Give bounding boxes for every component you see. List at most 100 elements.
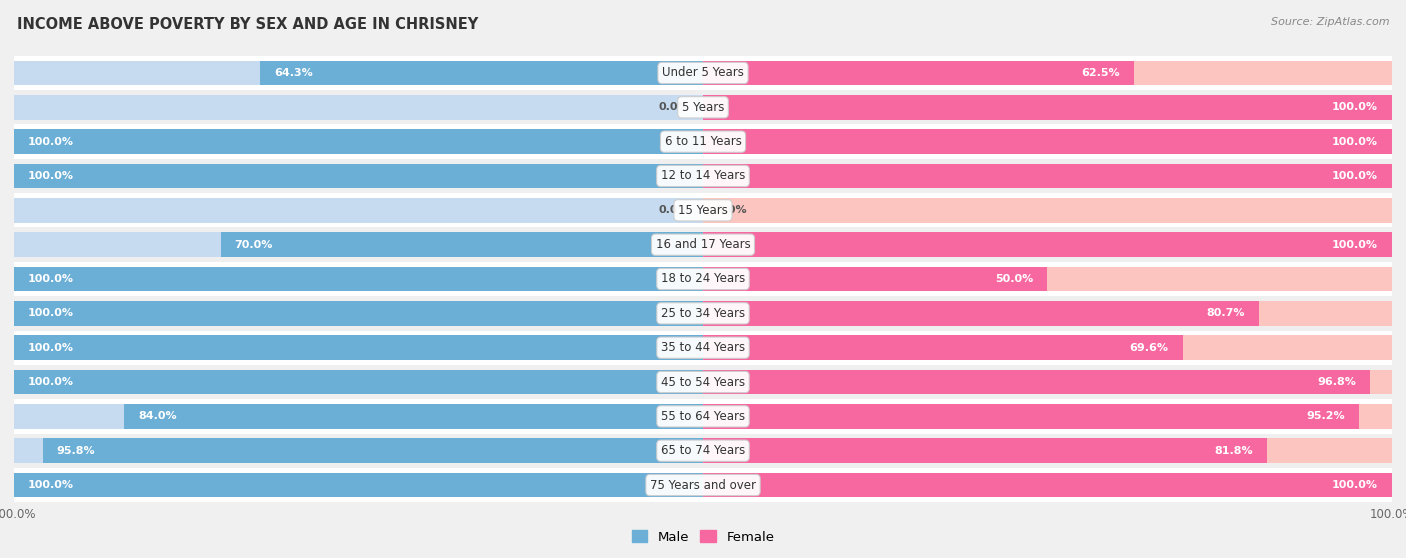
Text: 75 Years and over: 75 Years and over bbox=[650, 479, 756, 492]
Text: 100.0%: 100.0% bbox=[28, 309, 75, 318]
Legend: Male, Female: Male, Female bbox=[626, 525, 780, 549]
Bar bbox=[703, 473, 1392, 497]
Bar bbox=[14, 330, 1392, 365]
Bar bbox=[703, 404, 1392, 429]
Text: INCOME ABOVE POVERTY BY SEX AND AGE IN CHRISNEY: INCOME ABOVE POVERTY BY SEX AND AGE IN C… bbox=[17, 17, 478, 32]
Bar bbox=[14, 267, 703, 291]
Bar bbox=[14, 473, 703, 497]
Bar bbox=[703, 439, 1267, 463]
Bar bbox=[14, 129, 703, 154]
Bar bbox=[14, 198, 703, 223]
Bar bbox=[703, 335, 1392, 360]
Text: 100.0%: 100.0% bbox=[28, 377, 75, 387]
Bar bbox=[14, 163, 703, 189]
Bar bbox=[703, 163, 1392, 189]
Bar bbox=[703, 301, 1392, 326]
Text: 81.8%: 81.8% bbox=[1215, 446, 1253, 456]
Text: 96.8%: 96.8% bbox=[1317, 377, 1357, 387]
Text: 16 and 17 Years: 16 and 17 Years bbox=[655, 238, 751, 251]
Bar bbox=[703, 95, 1392, 119]
Bar bbox=[14, 335, 703, 360]
Bar bbox=[703, 369, 1369, 395]
Text: 64.3%: 64.3% bbox=[274, 68, 312, 78]
Bar bbox=[14, 61, 703, 85]
Text: 84.0%: 84.0% bbox=[138, 411, 177, 421]
Bar bbox=[14, 468, 1392, 502]
Bar bbox=[14, 473, 703, 497]
Text: 65 to 74 Years: 65 to 74 Years bbox=[661, 444, 745, 457]
Text: 100.0%: 100.0% bbox=[1331, 171, 1378, 181]
Bar bbox=[14, 434, 1392, 468]
Text: 100.0%: 100.0% bbox=[1331, 102, 1378, 112]
Text: 15 Years: 15 Years bbox=[678, 204, 728, 217]
Text: 70.0%: 70.0% bbox=[235, 240, 273, 249]
Bar bbox=[44, 439, 703, 463]
Bar bbox=[260, 61, 703, 85]
Bar bbox=[14, 335, 703, 360]
Bar bbox=[14, 296, 1392, 330]
Bar bbox=[703, 129, 1392, 154]
Text: 100.0%: 100.0% bbox=[1331, 240, 1378, 249]
Text: 69.6%: 69.6% bbox=[1130, 343, 1168, 353]
Bar bbox=[703, 232, 1392, 257]
Bar bbox=[703, 301, 1258, 326]
Text: 62.5%: 62.5% bbox=[1081, 68, 1119, 78]
Text: Source: ZipAtlas.com: Source: ZipAtlas.com bbox=[1271, 17, 1389, 27]
Text: 100.0%: 100.0% bbox=[28, 274, 75, 284]
Bar bbox=[14, 193, 1392, 228]
Bar bbox=[14, 56, 1392, 90]
Text: 50.0%: 50.0% bbox=[995, 274, 1033, 284]
Bar bbox=[14, 90, 1392, 124]
Text: 95.8%: 95.8% bbox=[56, 446, 96, 456]
Bar bbox=[14, 399, 1392, 434]
Bar bbox=[703, 198, 1392, 223]
Bar bbox=[703, 267, 1047, 291]
Text: 0.0%: 0.0% bbox=[658, 102, 689, 112]
Text: 0.0%: 0.0% bbox=[717, 205, 748, 215]
Bar bbox=[14, 232, 703, 257]
Bar bbox=[221, 232, 703, 257]
Bar bbox=[14, 262, 1392, 296]
Bar bbox=[703, 232, 1392, 257]
Text: 100.0%: 100.0% bbox=[1331, 480, 1378, 490]
Bar bbox=[14, 267, 703, 291]
Text: 18 to 24 Years: 18 to 24 Years bbox=[661, 272, 745, 286]
Text: 80.7%: 80.7% bbox=[1206, 309, 1246, 318]
Bar bbox=[14, 228, 1392, 262]
Bar bbox=[124, 404, 703, 429]
Bar bbox=[14, 365, 1392, 399]
Text: 12 to 14 Years: 12 to 14 Years bbox=[661, 170, 745, 182]
Bar bbox=[14, 95, 703, 119]
Text: Under 5 Years: Under 5 Years bbox=[662, 66, 744, 79]
Bar bbox=[703, 61, 1133, 85]
Text: 100.0%: 100.0% bbox=[28, 343, 75, 353]
Bar bbox=[703, 129, 1392, 154]
Text: 100.0%: 100.0% bbox=[28, 480, 75, 490]
Text: 100.0%: 100.0% bbox=[1331, 137, 1378, 147]
Bar bbox=[703, 61, 1392, 85]
Text: 55 to 64 Years: 55 to 64 Years bbox=[661, 410, 745, 423]
Bar bbox=[703, 369, 1392, 395]
Text: 45 to 54 Years: 45 to 54 Years bbox=[661, 376, 745, 388]
Bar bbox=[14, 369, 703, 395]
Bar bbox=[703, 404, 1358, 429]
Bar bbox=[14, 129, 703, 154]
Bar bbox=[703, 439, 1392, 463]
Bar bbox=[14, 159, 1392, 193]
Text: 35 to 44 Years: 35 to 44 Years bbox=[661, 341, 745, 354]
Text: 95.2%: 95.2% bbox=[1306, 411, 1346, 421]
Bar bbox=[14, 163, 703, 189]
Text: 25 to 34 Years: 25 to 34 Years bbox=[661, 307, 745, 320]
Bar bbox=[14, 369, 703, 395]
Bar bbox=[703, 267, 1392, 291]
Bar bbox=[14, 404, 703, 429]
Bar bbox=[703, 95, 1392, 119]
Text: 6 to 11 Years: 6 to 11 Years bbox=[665, 135, 741, 148]
Bar bbox=[14, 124, 1392, 159]
Text: 100.0%: 100.0% bbox=[28, 137, 75, 147]
Text: 100.0%: 100.0% bbox=[28, 171, 75, 181]
Bar bbox=[703, 473, 1392, 497]
Text: 0.0%: 0.0% bbox=[658, 205, 689, 215]
Bar bbox=[14, 301, 703, 326]
Bar bbox=[703, 335, 1182, 360]
